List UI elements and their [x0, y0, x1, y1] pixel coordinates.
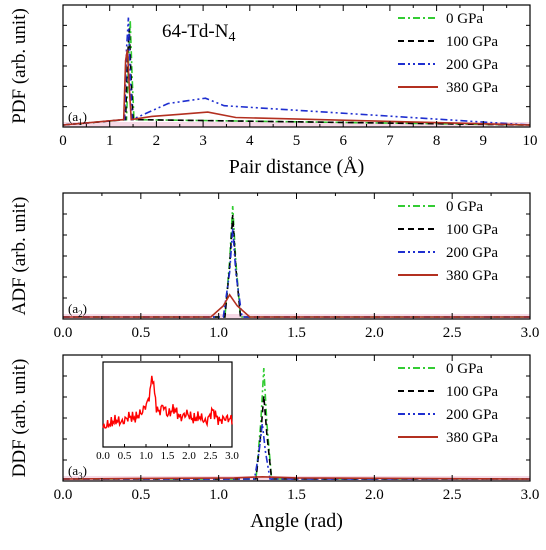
inset-series-line	[102, 375, 233, 429]
x-tick-label: 0.0	[54, 487, 73, 503]
legend-label: 380 GPa	[446, 80, 498, 96]
legend-label: 0 GPa	[446, 199, 483, 215]
x-tick-label: 5	[293, 133, 301, 149]
legend-label: 100 GPa	[446, 34, 498, 50]
legend-label: 200 GPa	[446, 57, 498, 73]
x-tick-label: 3.0	[521, 487, 540, 503]
inset-x-tick-label: 1.5	[161, 450, 175, 462]
x-tick-label: 7	[386, 133, 394, 149]
x-tick-label: 6	[339, 133, 347, 149]
panel-2: 0.0 0.5 1.0 1.5 2.0 2.5 3.0 ADF (arb. unit) (a2)…	[9, 192, 540, 341]
x-tick-label: 10	[523, 133, 538, 149]
y-axis-label: PDF (arb. unit)	[9, 8, 30, 124]
panel-1: 0 1 2 3 4 5 6 7 8 9 10 PDF (arb. unit) Pair distance…	[9, 4, 538, 178]
inset-x-tick-label: 2.0	[182, 450, 196, 462]
x-tick-label: 1.5	[287, 325, 306, 341]
x-tick-label: 2.0	[365, 487, 384, 503]
x-tick-label: 0.5	[131, 487, 150, 503]
x-tick-label: 3	[199, 133, 207, 149]
x-tick-label: 2.5	[443, 487, 462, 503]
series-line	[62, 49, 531, 126]
x-tick-label: 2.0	[365, 325, 384, 341]
series-line	[63, 293, 530, 318]
x-tick-label: 4	[246, 133, 254, 149]
legend-label: 200 GPa	[446, 245, 498, 261]
legend-label: 380 GPa	[446, 430, 498, 446]
x-axis-label: Pair distance (Å)	[229, 156, 365, 178]
y-axis-label: ADF (arb. unit)	[9, 197, 30, 316]
inset-x-tick-label: 3.0	[225, 450, 239, 462]
inset-x-tick-label: 0.5	[118, 450, 132, 462]
x-tick-label: 8	[433, 133, 441, 149]
legend-label: 0 GPa	[446, 11, 483, 27]
panel-label: (a1)	[68, 109, 87, 127]
x-axis-label: Angle (rad)	[250, 510, 343, 532]
x-tick-label: 0	[59, 133, 67, 149]
x-tick-label: 1	[106, 133, 114, 149]
inset-frame	[102, 361, 233, 448]
panel-label: (a3)	[68, 463, 87, 481]
x-tick-label: 3.0	[521, 325, 540, 341]
legend-label: 200 GPa	[446, 407, 498, 423]
series-line	[63, 214, 530, 318]
panel-label: (a2)	[68, 301, 87, 319]
legend-label: 0 GPa	[446, 361, 483, 377]
annotation: 64-Td-N4	[162, 21, 235, 45]
x-tick-label: 2	[153, 133, 161, 149]
legend-label: 100 GPa	[446, 384, 498, 400]
x-tick-label: 0.5	[131, 325, 150, 341]
y-axis-label: DDF (arb. unit)	[9, 359, 30, 478]
panel-3: 0.0 0.5 1.0 1.5 2.0 2.5 3.0 DDF (arb. unit) Angl…	[9, 354, 540, 532]
inset-x-tick-label: 1.0	[139, 450, 153, 462]
series-line	[62, 19, 531, 126]
x-tick-label: 1.5	[287, 487, 306, 503]
x-tick-label: 9	[480, 133, 488, 149]
legend-label: 100 GPa	[446, 222, 498, 238]
series-line	[63, 228, 530, 318]
x-tick-label: 1.0	[209, 325, 228, 341]
x-tick-label: 2.5	[443, 325, 462, 341]
legend-label: 380 GPa	[446, 268, 498, 284]
inset: 0.0 0.5 1.0 1.5 2.0 2.5 3.0	[96, 361, 239, 462]
series-line	[63, 423, 530, 480]
inset-x-tick-label: 0.0	[96, 450, 110, 462]
x-tick-label: 0.0	[54, 325, 73, 341]
inset-x-tick-label: 2.5	[204, 450, 218, 462]
x-tick-label: 1.0	[209, 487, 228, 503]
